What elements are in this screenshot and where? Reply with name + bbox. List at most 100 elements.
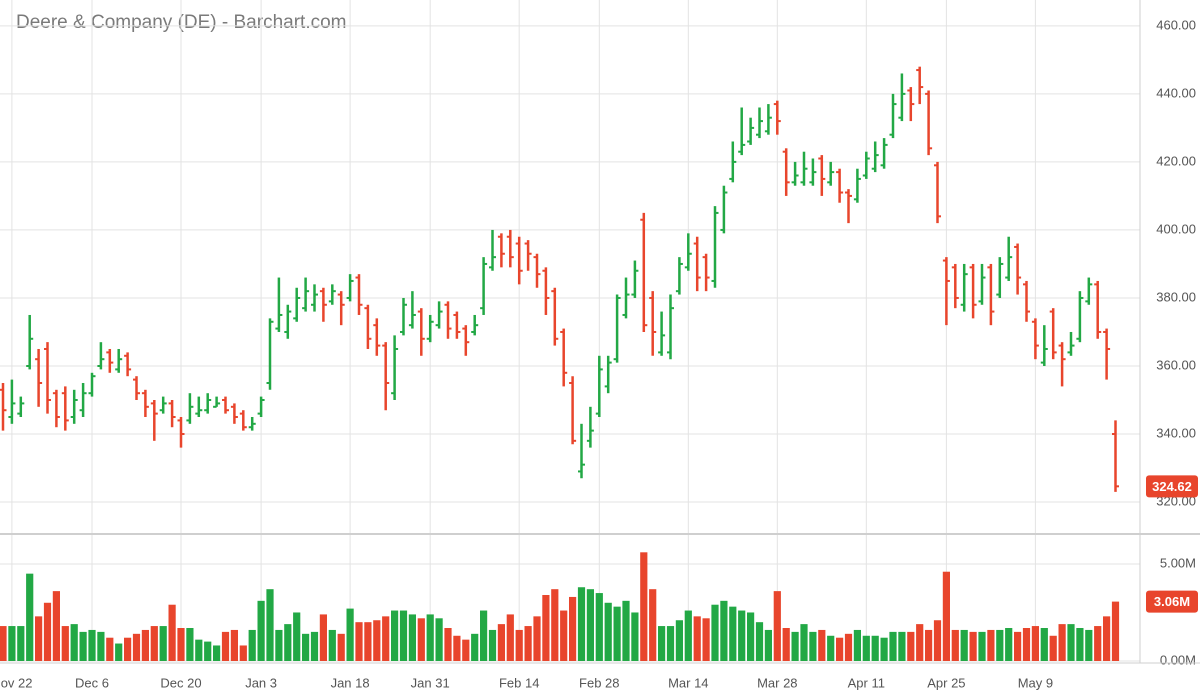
volume-bar xyxy=(26,573,34,661)
volume-bar xyxy=(186,628,194,661)
volume-bar xyxy=(230,629,238,661)
volume-bar xyxy=(800,624,808,661)
volume-bar xyxy=(1040,628,1048,661)
volume-bar xyxy=(560,610,568,661)
volume-bar xyxy=(933,620,942,661)
volume-bar xyxy=(480,610,488,661)
x-tick-label: Mar 14 xyxy=(668,675,708,690)
x-tick-label: Apr 11 xyxy=(848,675,885,690)
volume-bar xyxy=(916,624,924,661)
volume-bar xyxy=(809,631,817,661)
volume-bar xyxy=(43,602,52,661)
x-tick-label: Dec 20 xyxy=(160,675,201,690)
volume-bar xyxy=(827,635,835,661)
volume-bar xyxy=(649,589,657,661)
volume-bar xyxy=(951,629,959,661)
volume-bar xyxy=(124,637,132,661)
y-tick-label: 420.00 xyxy=(1156,153,1196,168)
volume-bar xyxy=(453,635,461,661)
volume-bar xyxy=(417,618,425,661)
volume-bar xyxy=(1031,626,1039,661)
volume-bar xyxy=(8,626,16,661)
volume-bar xyxy=(844,633,853,661)
volume-bar xyxy=(996,629,1004,661)
volume-bar xyxy=(586,589,594,661)
volume-bar xyxy=(595,593,603,661)
volume-bar xyxy=(613,606,621,661)
volume-bar xyxy=(177,628,185,661)
volume-bar xyxy=(506,614,514,661)
volume-bar xyxy=(141,629,149,661)
last-volume-tag xyxy=(1146,590,1198,613)
volume-bar xyxy=(925,629,933,661)
last-price-tag xyxy=(1146,475,1198,498)
volume-bar xyxy=(693,616,701,661)
volume-bar xyxy=(52,591,60,661)
volume-bar xyxy=(747,612,755,661)
volume-bar xyxy=(213,645,221,661)
x-tick-label: Nov 22 xyxy=(0,675,33,690)
y-tick-label: 460.00 xyxy=(1156,17,1196,32)
y-tick-label: 380.00 xyxy=(1156,289,1196,304)
volume-bar xyxy=(115,643,123,661)
volume-bar xyxy=(720,600,728,661)
volume-bar xyxy=(515,629,523,661)
x-tick-label: Jan 18 xyxy=(331,675,370,690)
volume-bar xyxy=(310,631,319,661)
volume-bar xyxy=(942,571,950,661)
volume-bar xyxy=(569,596,577,661)
x-tick-label: Feb 28 xyxy=(579,675,619,690)
volume-bar xyxy=(622,600,630,661)
volume-bar xyxy=(462,639,470,661)
volume-bar xyxy=(755,622,764,661)
volume-bar xyxy=(702,618,710,661)
x-tick-label: Mar 28 xyxy=(757,675,797,690)
y-tick-label: 340.00 xyxy=(1156,425,1196,440)
volume-bar xyxy=(524,626,532,661)
volume-bar xyxy=(960,629,968,661)
volume-bar xyxy=(106,637,114,661)
volume-bar xyxy=(666,626,675,661)
volume-bar xyxy=(328,629,336,661)
volume-bar xyxy=(631,612,639,661)
volume-bar xyxy=(1103,616,1111,661)
volume-bar xyxy=(0,626,7,661)
volume-bar xyxy=(399,610,408,661)
volume-bar xyxy=(150,626,158,661)
volume-bar xyxy=(604,602,612,661)
volume-bar xyxy=(293,612,301,661)
volume-bar xyxy=(791,631,799,661)
volume-bar xyxy=(1014,631,1022,661)
last-price-label: 324.62 xyxy=(1152,479,1192,494)
volume-bar xyxy=(577,587,586,661)
volume-bar xyxy=(818,629,826,661)
volume-bar xyxy=(302,633,310,661)
x-tick-label: Jan 3 xyxy=(245,675,277,690)
volume-bar xyxy=(355,622,363,661)
volume-bar xyxy=(764,629,772,661)
volume-bar xyxy=(978,631,986,661)
volume-bar xyxy=(1022,628,1031,661)
volume-bar xyxy=(1111,601,1120,661)
volume-bar xyxy=(61,626,69,661)
volume-bar xyxy=(97,631,105,661)
x-tick-label: Jan 31 xyxy=(411,675,450,690)
volume-bar xyxy=(640,552,648,661)
y-tick-label: 360.00 xyxy=(1156,357,1196,372)
volume-bar xyxy=(168,604,176,661)
volume-bar xyxy=(426,614,434,661)
volume-bar xyxy=(79,631,87,661)
volume-bar xyxy=(391,610,399,661)
volume-bar xyxy=(346,608,354,661)
y-tick-label: 400.00 xyxy=(1156,221,1196,236)
volume-bar xyxy=(729,606,737,661)
volume-bar xyxy=(435,618,443,661)
volume-bar xyxy=(195,639,203,661)
volume-bar xyxy=(257,600,265,661)
volume-bar xyxy=(738,610,746,661)
volume-bar xyxy=(239,645,247,661)
volume-bar xyxy=(711,604,719,661)
volume-bar xyxy=(1076,628,1084,661)
volume-bar xyxy=(871,635,879,661)
